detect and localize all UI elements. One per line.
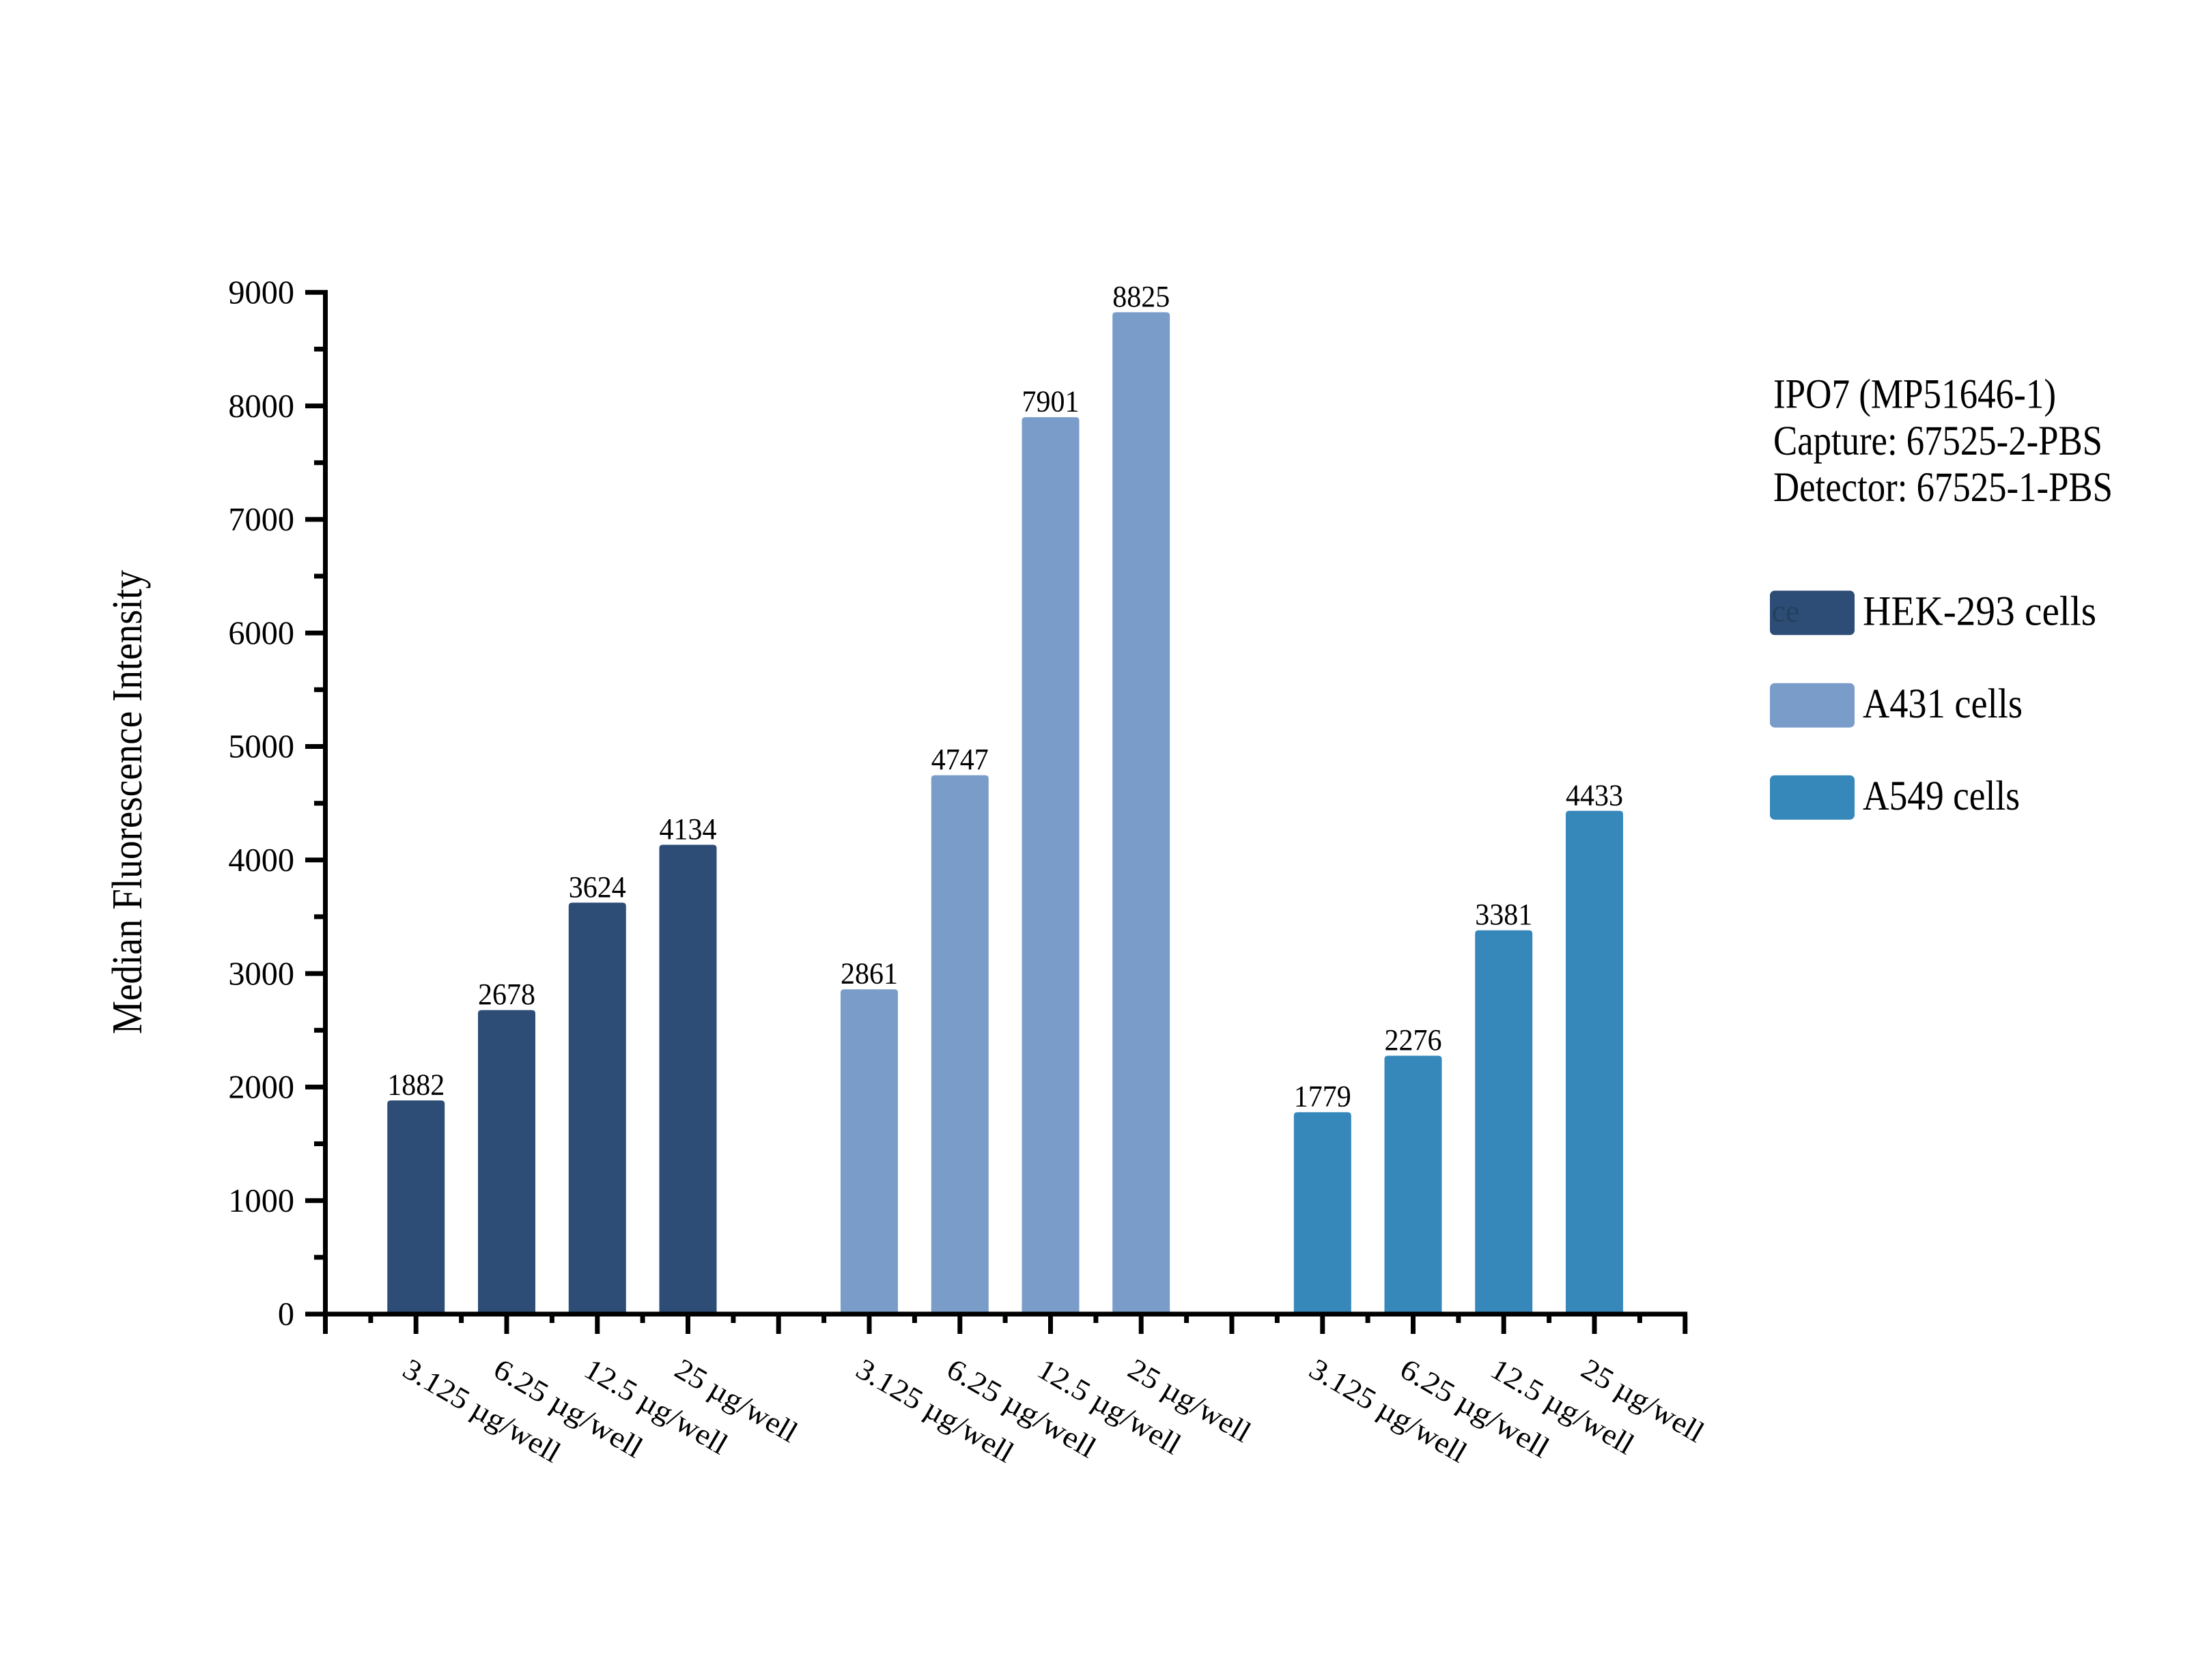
svg-text:1882: 1882 — [387, 1068, 445, 1102]
svg-text:4433: 4433 — [1566, 778, 1623, 812]
svg-text:IPO7 (MP51646-1): IPO7 (MP51646-1) — [1773, 372, 2056, 418]
svg-text:A549 cells: A549 cells — [1863, 773, 2020, 819]
svg-text:4134: 4134 — [660, 812, 717, 846]
svg-text:A431 cells: A431 cells — [1863, 681, 2023, 727]
svg-text:3000: 3000 — [228, 956, 294, 992]
svg-text:2678: 2678 — [478, 977, 535, 1011]
svg-text:Median Fluorescence Intensity: Median Fluorescence Intensity — [104, 570, 151, 1034]
svg-text:HEK-293 cells: HEK-293 cells — [1863, 589, 2096, 635]
svg-text:1779: 1779 — [1294, 1079, 1351, 1113]
svg-text:4000: 4000 — [228, 842, 294, 879]
svg-text:1000: 1000 — [228, 1183, 294, 1219]
svg-text:7000: 7000 — [228, 502, 294, 538]
svg-text:Capture: 67525-2-PBS: Capture: 67525-2-PBS — [1773, 418, 2102, 464]
svg-text:2861: 2861 — [841, 956, 898, 991]
svg-text:8825: 8825 — [1112, 279, 1170, 313]
svg-text:5000: 5000 — [228, 729, 294, 765]
svg-text:4747: 4747 — [931, 742, 989, 776]
svg-text:3624: 3624 — [569, 870, 626, 904]
svg-text:2276: 2276 — [1385, 1023, 1442, 1057]
svg-text:7901: 7901 — [1022, 384, 1080, 418]
svg-text:3381: 3381 — [1475, 897, 1532, 931]
svg-text:9000: 9000 — [228, 275, 294, 311]
svg-text:6000: 6000 — [228, 615, 294, 651]
svg-text:Detector: 67525-1-PBS: Detector: 67525-1-PBS — [1773, 465, 2113, 511]
svg-text:ce: ce — [1772, 594, 1800, 629]
svg-text:2000: 2000 — [228, 1070, 294, 1106]
svg-text:0: 0 — [278, 1296, 294, 1333]
svg-text:8000: 8000 — [228, 388, 294, 425]
